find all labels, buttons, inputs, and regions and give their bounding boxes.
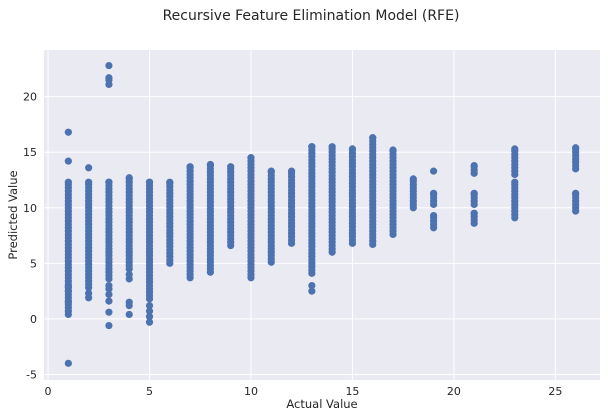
data-point — [186, 163, 194, 171]
data-point — [572, 189, 580, 197]
data-point — [85, 178, 93, 186]
data-point — [227, 163, 235, 171]
data-point — [389, 146, 397, 154]
x-tick-label: 15 — [345, 385, 359, 398]
data-point — [470, 189, 478, 197]
y-tick-label: 5 — [30, 257, 37, 270]
plot-background — [44, 50, 600, 380]
data-point — [105, 74, 113, 82]
data-point — [105, 178, 113, 186]
data-point — [125, 270, 133, 279]
data-point — [64, 157, 72, 165]
data-point — [511, 178, 519, 186]
x-tick-label: 10 — [244, 385, 258, 398]
data-point — [308, 281, 316, 290]
x-tick-label: 25 — [548, 385, 562, 398]
data-point — [105, 290, 113, 299]
x-axis-label: Actual Value — [286, 397, 357, 411]
data-point — [125, 310, 133, 319]
data-point — [145, 307, 154, 315]
y-tick-label: 20 — [23, 91, 37, 104]
data-point — [145, 313, 154, 321]
x-tick-label: 5 — [146, 385, 153, 398]
data-point — [430, 167, 438, 175]
x-tick-label: 20 — [447, 385, 461, 398]
data-point — [247, 154, 255, 162]
data-point — [85, 164, 93, 172]
data-point — [105, 281, 113, 290]
data-point — [206, 160, 214, 169]
data-point — [64, 128, 72, 136]
data-point — [105, 297, 113, 305]
data-point — [511, 145, 519, 153]
data-point — [470, 161, 478, 170]
data-point — [64, 298, 72, 306]
x-tick-label: 0 — [45, 385, 52, 398]
y-axis-ticks: -5 0 5 10 15 20 — [23, 91, 37, 382]
data-points — [64, 61, 580, 367]
data-point — [267, 167, 275, 175]
data-point — [166, 178, 174, 186]
data-point — [64, 178, 72, 186]
data-point — [125, 174, 133, 182]
data-point — [287, 167, 296, 175]
data-point — [145, 301, 154, 310]
data-point — [308, 287, 316, 295]
data-point — [64, 283, 72, 291]
y-tick-label: 15 — [23, 146, 37, 159]
chart-title: Recursive Feature Elimination Model (RFE… — [163, 8, 460, 24]
y-axis-label: Predicted Value — [6, 170, 20, 259]
data-point — [409, 175, 417, 183]
data-point — [572, 144, 580, 152]
data-point — [64, 359, 72, 367]
data-point — [348, 145, 357, 153]
data-point — [308, 143, 316, 151]
y-tick-label: -5 — [26, 368, 37, 381]
y-tick-label: 0 — [30, 313, 37, 326]
data-point — [85, 289, 93, 297]
data-point — [105, 308, 113, 316]
y-tick-label: 10 — [23, 202, 37, 215]
data-point — [145, 178, 154, 186]
x-axis-ticks: 0 5 10 15 20 25 — [45, 385, 563, 398]
data-point — [430, 189, 438, 197]
data-point — [470, 209, 478, 217]
data-point — [430, 211, 438, 220]
data-point — [328, 143, 336, 151]
data-point — [145, 318, 154, 326]
data-point — [105, 321, 113, 330]
data-point — [105, 61, 113, 70]
data-point — [369, 134, 377, 142]
data-point — [125, 298, 133, 306]
